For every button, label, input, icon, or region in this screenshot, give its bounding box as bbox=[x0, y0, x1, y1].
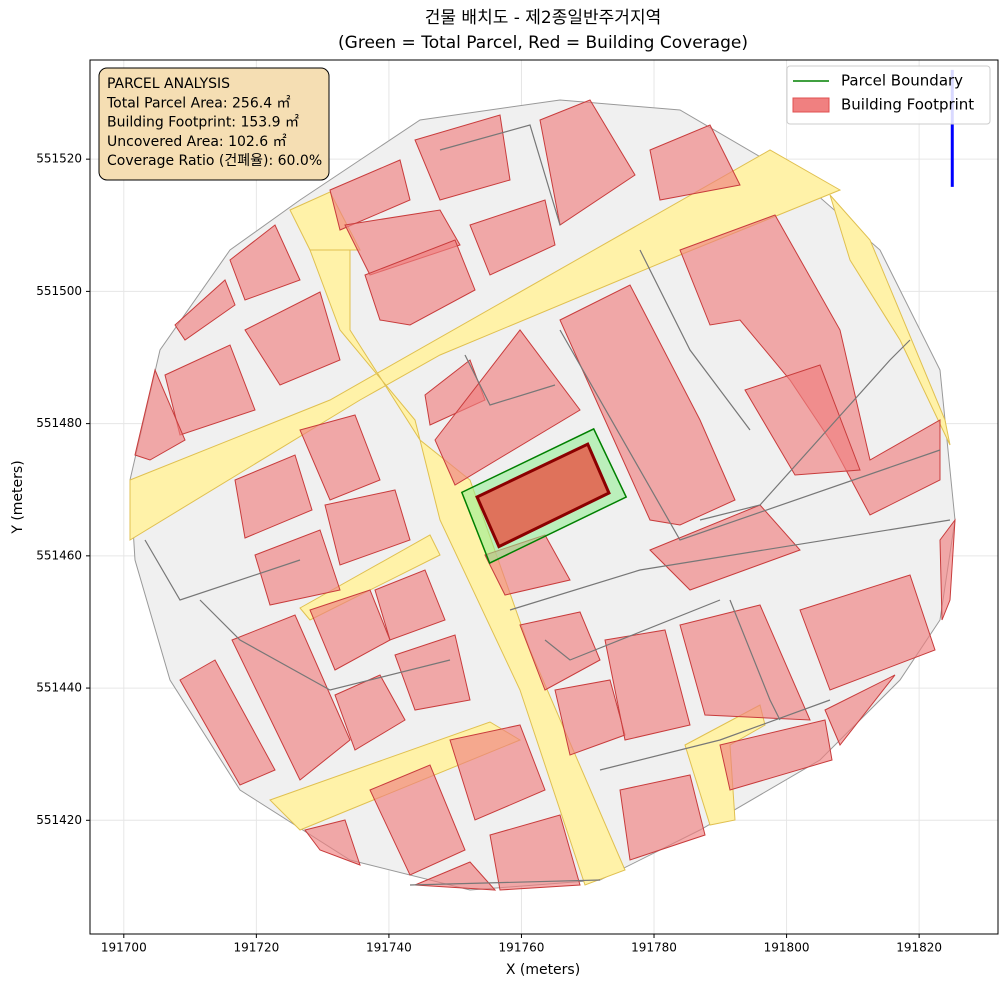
building bbox=[679, 604, 811, 721]
legend-swatch bbox=[792, 97, 830, 113]
chart-title: 건물 배치도 - 제2종일반주거지역 bbox=[425, 8, 661, 28]
x-axis-label: X (meters) bbox=[506, 962, 580, 978]
building bbox=[134, 368, 186, 461]
x-tick-label: 191720 bbox=[233, 941, 279, 955]
lot-line bbox=[409, 879, 601, 886]
x-tick-label: 191740 bbox=[366, 941, 412, 955]
x-tick-label: 191760 bbox=[499, 941, 545, 955]
x-tick-label: 191700 bbox=[101, 941, 147, 955]
building bbox=[719, 719, 833, 791]
building bbox=[174, 279, 236, 341]
y-tick-label: 551500 bbox=[36, 284, 82, 298]
building bbox=[394, 634, 471, 711]
building bbox=[679, 214, 941, 516]
legend-label: Building Footprint bbox=[841, 96, 974, 114]
building bbox=[369, 764, 466, 876]
lot-line bbox=[639, 249, 751, 431]
x-tick-label: 191800 bbox=[764, 941, 810, 955]
legend-label: Parcel Boundary bbox=[841, 72, 963, 90]
building bbox=[434, 329, 581, 486]
lot-line bbox=[199, 599, 451, 691]
building bbox=[519, 611, 601, 691]
building bbox=[489, 814, 581, 891]
road bbox=[129, 149, 842, 541]
building bbox=[324, 489, 411, 566]
building bbox=[414, 114, 511, 201]
lot-line bbox=[509, 519, 951, 611]
y-tick-label: 551520 bbox=[36, 152, 82, 166]
lot-lines bbox=[144, 124, 951, 886]
y-axis-label: Y (meters) bbox=[10, 460, 26, 534]
chart-subtitle: (Green = Total Parcel, Red = Building Co… bbox=[338, 33, 748, 53]
building bbox=[164, 344, 256, 436]
highlight bbox=[460, 69, 954, 565]
legend bbox=[786, 65, 991, 125]
building bbox=[304, 819, 361, 866]
lot-line bbox=[464, 354, 556, 406]
building bbox=[539, 99, 636, 226]
building bbox=[939, 518, 956, 621]
building bbox=[344, 209, 461, 276]
annotation-box bbox=[98, 67, 330, 181]
building bbox=[649, 504, 801, 591]
building bbox=[234, 454, 313, 539]
lot-line bbox=[699, 339, 911, 521]
ticks: 191700 191720 191740 191760 191780 191800 1918… bbox=[36, 152, 942, 955]
lot-line bbox=[729, 599, 781, 721]
building bbox=[364, 239, 476, 326]
building bbox=[254, 529, 341, 606]
y-tick-label: 551420 bbox=[36, 813, 82, 827]
annotation-line: Coverage Ratio (건폐율): 60.0% bbox=[107, 153, 322, 169]
building bbox=[179, 659, 276, 786]
building bbox=[559, 284, 736, 526]
legend-items: Parcel Boundary Building Footprint bbox=[792, 72, 974, 114]
building bbox=[449, 724, 546, 821]
building bbox=[231, 614, 351, 781]
road bbox=[309, 249, 626, 886]
building bbox=[229, 224, 301, 301]
y-tick-label: 551480 bbox=[36, 416, 82, 430]
annotation: PARCEL ANALYSIS Total Parcel Area: 256.4 … bbox=[106, 76, 322, 169]
building bbox=[244, 291, 341, 386]
lot-line bbox=[144, 539, 301, 601]
building bbox=[469, 199, 556, 276]
building bbox=[299, 414, 381, 501]
plot-frame bbox=[89, 59, 999, 935]
annotation-line: Building Footprint: 153.9 ㎡ bbox=[107, 115, 299, 131]
building bbox=[649, 124, 741, 201]
annotation-line: Total Parcel Area: 256.4 ㎡ bbox=[106, 95, 291, 111]
lot-line bbox=[559, 329, 941, 541]
polygon bbox=[475, 442, 611, 549]
y-tick-label: 551460 bbox=[36, 548, 82, 562]
building bbox=[744, 364, 861, 476]
road bbox=[829, 194, 951, 446]
building bbox=[799, 574, 936, 691]
road bbox=[299, 534, 441, 621]
building bbox=[604, 629, 691, 741]
lot-line bbox=[439, 124, 561, 226]
building bbox=[329, 159, 411, 231]
annotation-line: PARCEL ANALYSIS bbox=[107, 76, 230, 92]
building bbox=[824, 674, 896, 746]
x-tick-label: 191820 bbox=[896, 941, 942, 955]
x-tick-label: 191780 bbox=[631, 941, 677, 955]
lot-line bbox=[599, 699, 831, 771]
building bbox=[374, 569, 446, 641]
buildings bbox=[134, 99, 956, 891]
annotation-line: Uncovered Area: 102.6 ㎡ bbox=[107, 134, 287, 150]
building bbox=[619, 774, 706, 861]
y-tick-label: 551440 bbox=[36, 681, 82, 695]
lot-line bbox=[544, 599, 721, 661]
